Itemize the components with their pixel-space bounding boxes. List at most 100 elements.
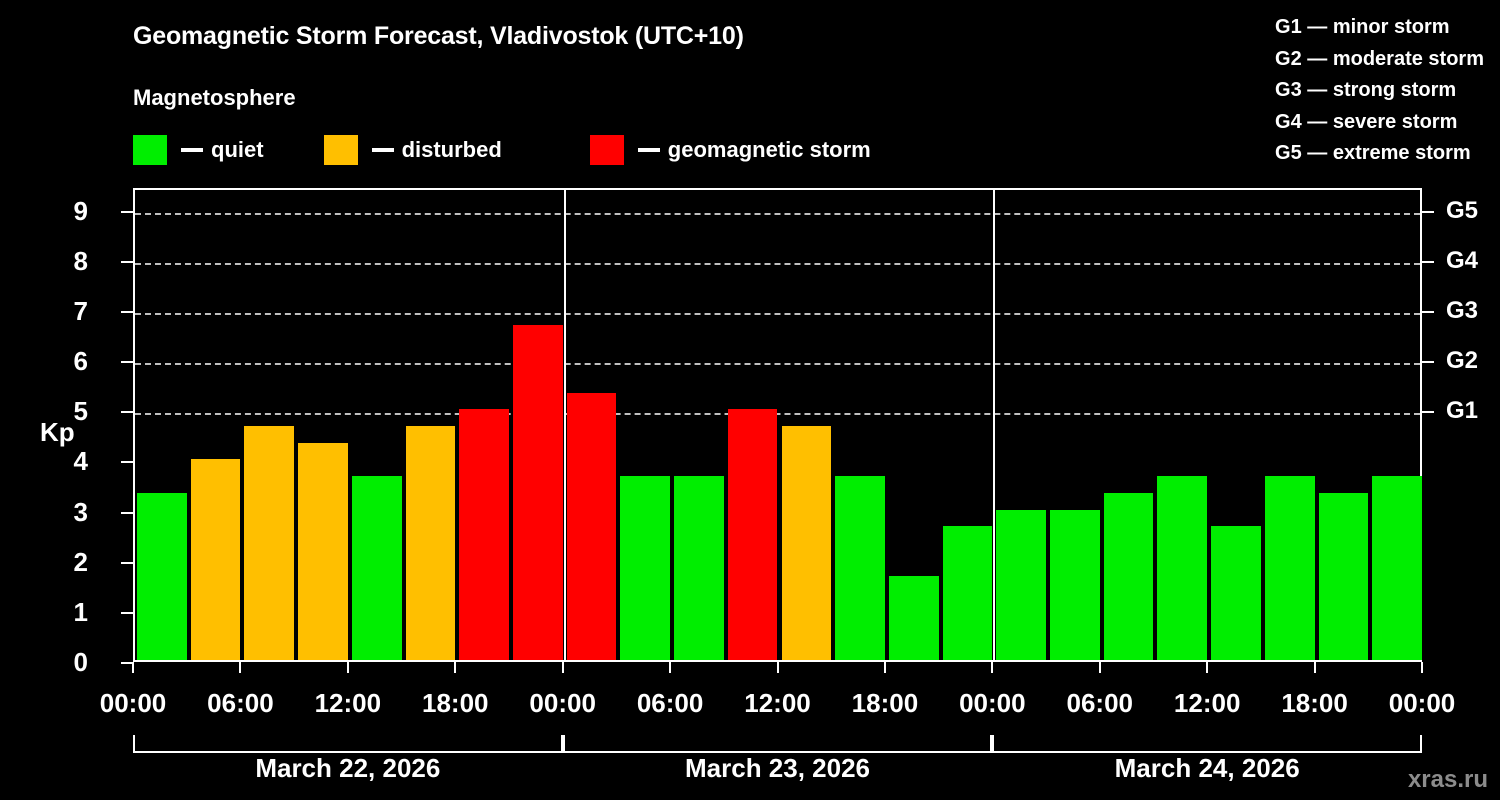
- x-tick-mark-9: [1098, 662, 1101, 673]
- gridline-kp-5: [135, 413, 1420, 416]
- bar-2-disturbed: [244, 425, 295, 660]
- bar-3-disturbed: [298, 442, 348, 660]
- bar-5-disturbed: [405, 425, 456, 660]
- bar-16-quiet: [996, 509, 1047, 660]
- legend-swatch-storm: [589, 135, 624, 165]
- bar-17-quiet: [1050, 509, 1100, 660]
- y-tick-label-9: 9: [73, 195, 88, 226]
- bar-20-quiet: [1211, 526, 1261, 660]
- plot-area: [133, 188, 1422, 662]
- bar-10-quiet: [674, 475, 724, 660]
- g-tick-mark-G1: [1422, 411, 1434, 414]
- day-bracket-3: [992, 735, 1422, 753]
- legend-entry-quiet: quiet: [133, 135, 264, 165]
- y-tick-mark-6: [121, 361, 133, 364]
- x-tick-mark-8: [991, 662, 994, 673]
- day-label-1: March 22, 2026: [255, 753, 441, 783]
- day-label-2: March 23, 2026: [684, 753, 871, 783]
- x-tick-label-5: 06:00: [636, 688, 704, 718]
- y-tick-mark-0: [121, 662, 133, 664]
- bar-13-quiet: [835, 475, 885, 660]
- y-tick-label-1: 1: [73, 596, 88, 627]
- x-tick-mark-3: [454, 662, 457, 673]
- bar-11-storm: [727, 409, 778, 660]
- bar-19-quiet: [1157, 475, 1208, 660]
- plot-inner: [135, 190, 1422, 660]
- bar-8-storm: [566, 392, 617, 660]
- y-tick-mark-3: [121, 511, 133, 514]
- g-tick-label-G5: G5: [1446, 196, 1479, 224]
- bar-21-quiet: [1264, 475, 1315, 660]
- bar-9-quiet: [620, 475, 671, 660]
- g-legend-row-1: G1 — minor storm: [1275, 16, 1450, 38]
- legend-label-storm: geomagnetic storm: [667, 137, 871, 162]
- y-tick-mark-4: [121, 461, 133, 464]
- g-legend-row-3: G3 — strong storm: [1275, 79, 1457, 101]
- bar-22-quiet: [1318, 492, 1369, 660]
- x-tick-mark-2: [346, 662, 349, 673]
- y-tick-label-0: 0: [73, 647, 88, 677]
- y-tick-mark-1: [121, 611, 133, 614]
- magnetosphere-section-label: Magnetosphere: [133, 85, 296, 110]
- bar-0-quiet: [137, 492, 187, 660]
- g-tick-mark-G5: [1422, 210, 1434, 213]
- x-tick-mark-6: [776, 662, 779, 673]
- x-tick-label-4: 00:00: [529, 688, 596, 718]
- page-title: Geomagnetic Storm Forecast, Vladivostok …: [133, 22, 744, 50]
- y-tick-label-5: 5: [73, 396, 88, 427]
- x-tick-label-10: 12:00: [1173, 688, 1241, 718]
- bar-4-quiet: [351, 475, 402, 660]
- legend-entry-disturbed: disturbed: [323, 135, 502, 165]
- y-tick-label-7: 7: [73, 295, 88, 326]
- gridline-kp-6: [135, 363, 1420, 366]
- bar-14-quiet: [888, 576, 939, 660]
- x-tick-label-11: 18:00: [1281, 688, 1348, 718]
- bar-series: [135, 190, 1422, 660]
- bar-12-disturbed: [781, 425, 832, 660]
- g-tick-mark-G2: [1422, 361, 1434, 364]
- y-tick-mark-8: [121, 260, 133, 263]
- legend-dash-icon: [371, 148, 394, 152]
- legend-swatch-disturbed: [323, 135, 358, 165]
- legend-label-quiet: quiet: [211, 137, 264, 162]
- g-tick-label-G1: G1: [1446, 397, 1479, 425]
- y-tick-mark-9: [121, 210, 133, 213]
- y-tick-mark-2: [121, 561, 133, 564]
- bar-6-storm: [459, 409, 509, 660]
- x-tick-label-3: 18:00: [422, 688, 489, 718]
- x-tick-label-9: 06:00: [1066, 688, 1134, 718]
- x-tick-label-7: 18:00: [851, 688, 919, 718]
- y-axis-label: Kp: [40, 417, 75, 447]
- g-tick-label-G4: G4: [1446, 246, 1479, 274]
- bar-15-quiet: [942, 526, 993, 660]
- legend-dash-icon: [181, 148, 203, 152]
- bar-18-quiet: [1103, 492, 1154, 660]
- x-tick-mark-4: [561, 662, 564, 673]
- x-tick-mark-5: [669, 662, 672, 673]
- bar-23-quiet: [1372, 475, 1422, 660]
- gridline-kp-9: [135, 212, 1420, 215]
- x-tick-mark-10: [1206, 662, 1209, 673]
- x-tick-label-0: 00:00: [99, 688, 167, 718]
- watermark: xras.ru: [1407, 766, 1488, 793]
- g-legend-row-4: G4 — severe storm: [1275, 110, 1458, 133]
- color-legend: quiet disturbed geomagnetic storm: [133, 133, 871, 167]
- day-bracket-2: [562, 735, 993, 753]
- legend-entry-storm: geomagnetic storm: [589, 135, 871, 165]
- x-tick-label-2: 12:00: [314, 688, 382, 718]
- y-tick-label-4: 4: [73, 446, 88, 477]
- g-scale-legend: G1 — minor storm G2 — moderate storm G3 — …: [1275, 12, 1484, 170]
- x-tick-mark-11: [1313, 662, 1316, 673]
- day-bracket-1: [133, 735, 563, 753]
- legend-swatch-quiet: [133, 135, 167, 165]
- gridline-kp-8: [135, 262, 1420, 265]
- x-tick-label-12: 00:00: [1388, 688, 1456, 718]
- bar-1-disturbed: [190, 459, 241, 660]
- g-tick-label-G3: G3: [1446, 296, 1479, 324]
- y-tick-mark-7: [121, 310, 133, 313]
- legend-dash-icon: [637, 148, 660, 152]
- g-tick-label-G2: G2: [1446, 347, 1479, 375]
- g-legend-row-5: G5 — extreme storm: [1275, 142, 1471, 164]
- x-tick-mark-12: [1421, 662, 1423, 673]
- g-legend-row-2: G2 — moderate storm: [1275, 47, 1484, 70]
